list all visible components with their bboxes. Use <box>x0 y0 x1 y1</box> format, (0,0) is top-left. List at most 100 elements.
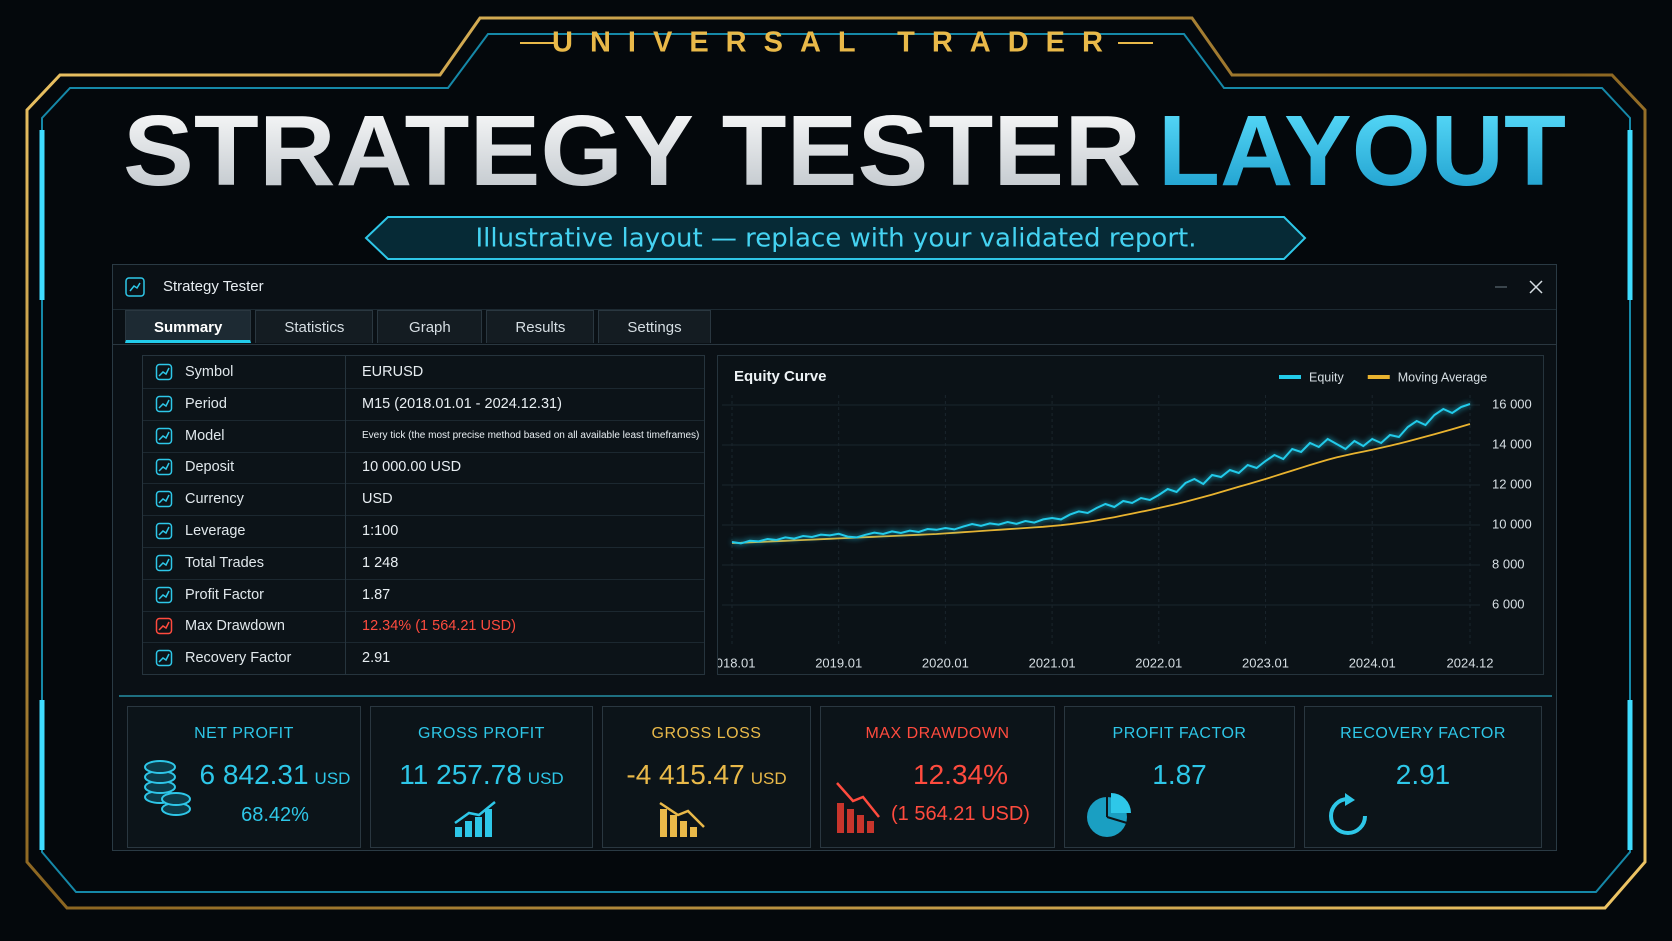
kpi-sub: (1 564.21 USD) <box>891 803 1030 825</box>
title-accent: LAYOUT <box>1158 95 1566 207</box>
tab[interactable]: Summary <box>125 310 252 343</box>
row-icon-shape <box>155 395 173 413</box>
row-icon <box>155 459 173 476</box>
row-icon-cell <box>143 458 185 476</box>
row-label: Symbol <box>185 364 234 380</box>
row-icon-cell <box>143 395 185 413</box>
row-icon-shape <box>158 431 170 441</box>
kpi-card: NET PROFIT 6 842.31 USD 68.42% <box>127 706 361 848</box>
row-icon-cell <box>143 427 185 445</box>
subtitle: Illustrative layout — replace with your … <box>476 224 1197 254</box>
row-icon-shape <box>155 522 173 540</box>
row-icon <box>155 427 173 444</box>
row-value: 1 248 <box>345 546 704 579</box>
kpi-value-line: 6 842.31 USD <box>190 759 360 791</box>
row-icon <box>155 649 173 667</box>
row-icon-cell <box>143 649 185 667</box>
kpi-unit: USD <box>750 769 787 788</box>
kpi-sub: 68.42% <box>241 804 309 826</box>
kpi-unit: USD <box>314 769 351 788</box>
kpi-value: 6 842.31 <box>199 759 309 790</box>
summary-table: Symbol EURUSD Period M15 (2018.01.01 - 2024… <box>142 355 705 675</box>
summary-row: Recovery Factor 2.91 <box>143 642 704 675</box>
kpi-card: PROFIT FACTOR 1.87 <box>1064 706 1295 848</box>
kpi-unit: USD <box>527 769 564 788</box>
row-icon-shape <box>158 558 170 568</box>
x-tick-label: 2020.01 <box>922 655 969 670</box>
row-label: Model <box>185 427 225 444</box>
tab-bar: Summary Statistics Graph Results Settings <box>125 310 711 344</box>
app-icon <box>125 277 145 297</box>
y-tick-label: 14 000 <box>1492 436 1532 451</box>
x-tick-label: 2024.12 <box>1447 655 1494 670</box>
row-label: Period <box>185 395 227 412</box>
row-label: Recovery Factor <box>185 650 292 667</box>
kpi-card: RECOVERY FACTOR 2.91 <box>1304 706 1542 848</box>
row-icon <box>155 490 173 508</box>
tab[interactable]: Statistics <box>255 310 374 343</box>
row-icon-shape <box>155 363 173 381</box>
row-icon <box>155 363 173 381</box>
kpi-value-line: 12.34% <box>877 759 1044 791</box>
growth-icon <box>454 801 496 837</box>
tab[interactable]: Results <box>486 310 595 343</box>
legend-label: Moving Average <box>1398 370 1487 384</box>
loss-icon <box>659 801 705 837</box>
summary-row: Deposit 10 000.00 USD <box>143 451 704 485</box>
row-label: Profit Factor <box>185 586 264 603</box>
summary-row: Symbol EURUSD <box>143 356 704 389</box>
tab[interactable]: Settings <box>598 310 711 343</box>
row-icon-shape <box>158 526 170 536</box>
y-tick-label: 16 000 <box>1492 396 1532 411</box>
row-icon-shape <box>158 622 170 631</box>
coins-icon <box>144 760 191 816</box>
row-icon-shape <box>158 367 170 377</box>
kpi-row: NET PROFIT 6 842.31 USD 68.42% GROSS PROF… <box>119 695 1552 848</box>
row-icon-shape <box>155 427 173 444</box>
kpi-value-line: 1.87 <box>1065 759 1294 791</box>
row-icon-cell <box>143 490 185 508</box>
x-tick-label: 2018.01 <box>718 655 756 670</box>
row-icon-shape <box>158 463 170 472</box>
row-icon <box>155 522 173 540</box>
tab[interactable]: Graph <box>377 310 483 343</box>
kpi-value: 12.34% <box>913 759 1008 790</box>
title-main: STRATEGY TESTER <box>123 95 1141 207</box>
summary-row: Currency USD <box>143 483 704 517</box>
y-tick-label: 12 000 <box>1492 476 1532 491</box>
kpi-label: PROFIT FACTOR <box>1112 725 1247 742</box>
kpi-value-line: 11 257.78 USD <box>371 759 592 791</box>
row-icon <box>155 586 173 603</box>
minimize-button[interactable] <box>1494 279 1508 295</box>
row-icon-shape <box>155 649 173 667</box>
summary-row: Model Every tick (the most precise method… <box>143 419 704 453</box>
summary-row: Profit Factor 1.87 <box>143 578 704 612</box>
row-label: Deposit <box>185 459 235 476</box>
row-value: Every tick (the most precise method base… <box>345 419 704 452</box>
inner-frame <box>41 33 1631 893</box>
row-icon-shape <box>158 653 170 663</box>
kpi-label: MAX DRAWDOWN <box>865 725 1010 742</box>
kpi-card: GROSS PROFIT 11 257.78 USD <box>370 706 593 848</box>
row-icon <box>155 618 173 635</box>
row-label: Currency <box>185 491 244 508</box>
row-icon-shape <box>158 590 170 600</box>
y-tick-label: 8 000 <box>1492 556 1525 571</box>
row-icon <box>155 395 173 413</box>
row-icon-shape <box>155 459 173 476</box>
row-icon-cell <box>143 586 185 604</box>
kpi-value-line: 2.91 <box>1305 759 1541 791</box>
subtitle-banner <box>364 216 1307 260</box>
close-button[interactable] <box>1528 279 1544 295</box>
legend-label: Equity <box>1309 370 1344 384</box>
kpi-value: -4 415.47 <box>626 759 745 790</box>
series-line <box>731 403 1471 545</box>
y-tick-label: 6 000 <box>1492 596 1525 611</box>
x-tick-label: 2024.01 <box>1349 655 1396 670</box>
row-value: 12.34% (1 564.21 USD) <box>345 610 704 643</box>
row-icon <box>155 554 173 572</box>
kpi-value: 11 257.78 <box>399 759 522 790</box>
chart-title: Equity Curve <box>734 368 827 385</box>
